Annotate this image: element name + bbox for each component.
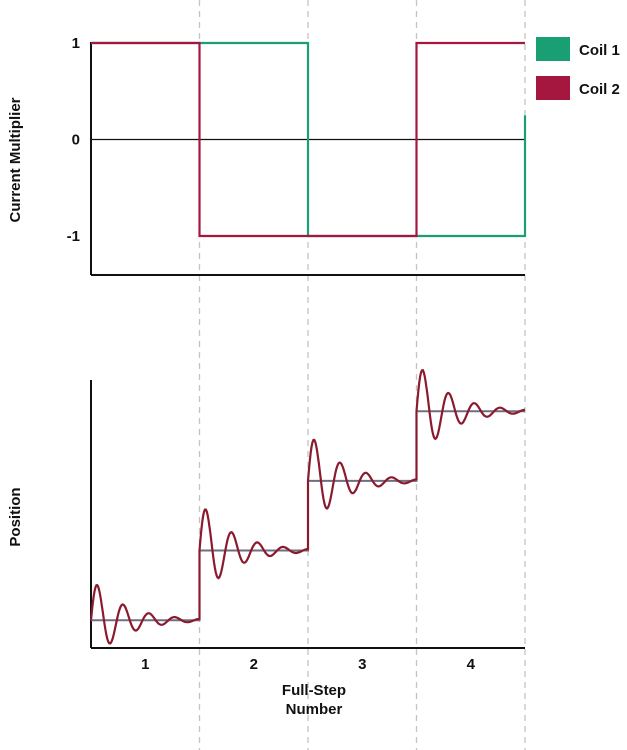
y-tick-label-1: 1 (72, 35, 80, 52)
coil-2-series-line (91, 41, 525, 238)
x-tick-label-2: 2 (250, 656, 258, 673)
y-tick-label-minus-1: -1 (67, 228, 80, 245)
x-tick-label-4: 4 (467, 656, 476, 673)
position-response-line (89, 368, 526, 645)
bottom-y-axis-title: Position (7, 487, 24, 546)
x-tick-label-1: 1 (141, 656, 149, 673)
x-axis-title: Full-Step Number (282, 682, 346, 718)
position-panel: Position 1 2 3 4 Full-Step Number (7, 368, 526, 718)
x-tick-label-3: 3 (358, 656, 366, 673)
current-multiplier-panel: 1 0 -1 Current Multiplier (7, 35, 527, 276)
y-tick-label-0: 0 (72, 132, 80, 149)
legend: Coil 1 Coil 2 (536, 37, 620, 100)
legend-label-coil-1: Coil 1 (579, 42, 620, 59)
legend-swatch-coil-2 (536, 76, 570, 100)
legend-swatch-coil-1 (536, 37, 570, 61)
top-y-axis-title: Current Multiplier (7, 97, 24, 222)
step-boundary-gridlines (198, 0, 526, 750)
legend-label-coil-2: Coil 2 (579, 81, 620, 98)
